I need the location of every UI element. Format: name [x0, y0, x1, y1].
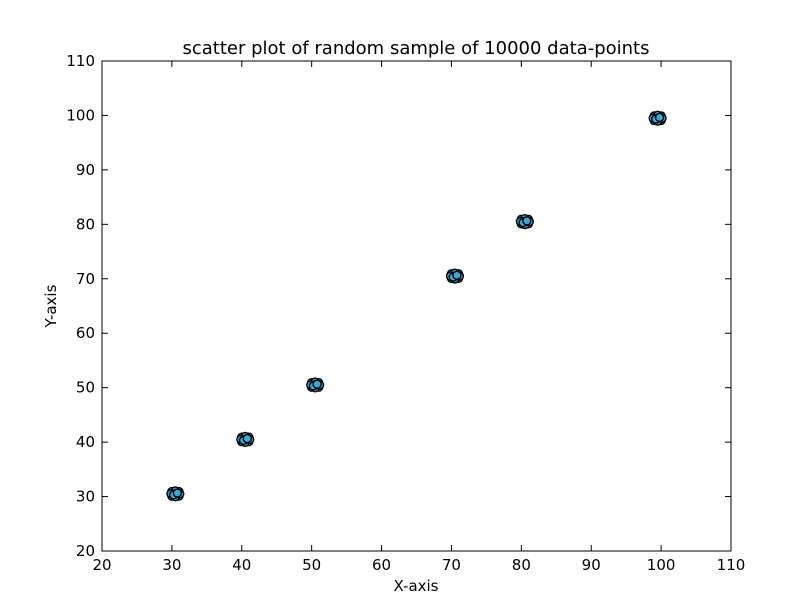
x-tick-label: 70 — [442, 556, 461, 574]
data-point-cluster — [166, 486, 185, 502]
x-tick-label: 80 — [512, 556, 531, 574]
y-tick-label: 40 — [76, 433, 95, 451]
data-point — [242, 433, 252, 444]
x-tick-label: 90 — [582, 556, 601, 574]
data-point — [452, 270, 462, 280]
x-tick-label: 110 — [717, 556, 746, 574]
data-point — [172, 488, 183, 498]
x-axis: 20 30 40 50 60 70 80 90 100 110 — [92, 61, 745, 574]
data-point-cluster — [306, 377, 325, 393]
y-tick-label: 100 — [66, 106, 95, 124]
y-tick-label: 70 — [76, 270, 95, 288]
data-point-cluster — [648, 110, 667, 126]
x-tick-label: 100 — [647, 556, 676, 574]
y-tick-label: 110 — [66, 52, 95, 70]
chart-title: scatter plot of random sample of 10000 d… — [183, 38, 650, 59]
y-tick-label: 50 — [76, 379, 95, 397]
data-point-cluster — [445, 268, 465, 284]
y-axis: 20 30 40 50 60 70 80 90 100 110 — [66, 52, 731, 560]
data-point — [522, 216, 532, 226]
y-tick-label: 20 — [76, 542, 95, 560]
x-tick-label: 60 — [372, 556, 391, 574]
data-points — [166, 110, 667, 502]
y-tick-label: 30 — [76, 488, 95, 506]
x-tick-label: 50 — [302, 556, 321, 574]
data-point-cluster — [515, 214, 534, 230]
x-axis-label: X-axis — [394, 577, 439, 595]
plot-area — [101, 60, 732, 552]
x-tick-label: 30 — [162, 556, 181, 574]
data-point-cluster — [236, 431, 255, 447]
x-tick-label: 20 — [92, 556, 111, 574]
y-tick-label: 90 — [76, 161, 95, 179]
y-axis-label: Y-axis — [42, 284, 60, 328]
x-tick-label: 40 — [232, 556, 251, 574]
y-tick-label: 80 — [76, 215, 95, 233]
data-point — [654, 112, 665, 123]
data-point — [312, 379, 322, 389]
y-tick-label: 60 — [76, 324, 95, 342]
